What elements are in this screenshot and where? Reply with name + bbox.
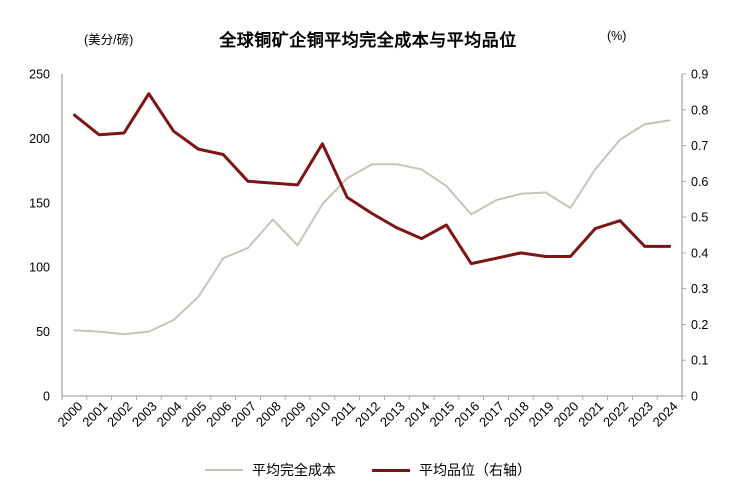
x-axis-tick-label: 2022	[600, 399, 631, 430]
x-axis-tick-label: 2004	[154, 399, 185, 430]
right-axis-tick-label: 0.3	[691, 282, 708, 296]
x-axis-tick-label: 2021	[575, 399, 606, 430]
right-axis-unit-label: (%)	[607, 29, 627, 43]
right-axis-tick-label: 0.8	[691, 103, 708, 117]
right-axis-tick-label: 0.6	[691, 175, 708, 189]
x-axis-tick-label: 2000	[54, 399, 85, 430]
left-axis-tick-label: 50	[36, 325, 50, 339]
x-axis-tick-label: 2024	[650, 399, 681, 430]
legend: 平均完全成本 平均品位（右轴）	[0, 460, 736, 480]
x-axis-tick-label: 2006	[203, 399, 234, 430]
x-axis-tick-label: 2016	[451, 399, 482, 430]
left-axis-tick-label: 200	[29, 132, 50, 146]
left-axis-tick-label: 0	[43, 390, 50, 404]
left-axis-tick-label: 150	[29, 196, 50, 210]
left-axis-tick-label: 250	[29, 68, 50, 82]
x-axis-tick-label: 2007	[228, 399, 259, 430]
left-axis-unit-label: (美分/磅)	[84, 33, 134, 47]
right-axis-tick-label: 0.1	[691, 354, 708, 368]
right-axis-tick-label: 0.2	[691, 318, 708, 332]
x-axis-tick-label: 2001	[79, 399, 110, 430]
x-axis-tick-label: 2002	[104, 399, 135, 430]
x-axis-tick-label: 2020	[550, 399, 581, 430]
x-axis-tick-label: 2010	[302, 399, 333, 430]
legend-item-cost: 平均完全成本	[205, 460, 336, 480]
legend-label-cost: 平均完全成本	[252, 462, 336, 478]
right-axis-tick-label: 0	[691, 390, 698, 404]
x-axis-tick-label: 2003	[129, 399, 160, 430]
left-axis-tick-label: 100	[29, 261, 50, 275]
x-axis-tick-label: 2019	[526, 399, 557, 430]
x-axis-tick-label: 2008	[253, 399, 284, 430]
x-axis-tick-label: 2009	[278, 399, 309, 430]
right-axis-tick-label: 0.4	[691, 246, 708, 260]
x-axis-tick-label: 2013	[377, 399, 408, 430]
cost-line-swatch	[205, 469, 243, 471]
x-axis-tick-label: 2015	[426, 399, 457, 430]
grade-line	[72, 92, 672, 266]
right-axis-tick-label: 0.9	[691, 68, 708, 82]
right-axis-tick-label: 0.7	[691, 139, 708, 153]
right-axis-tick-label: 0.5	[691, 211, 708, 225]
grade-line-swatch	[372, 468, 410, 472]
x-axis-tick-label: 2023	[625, 399, 656, 430]
x-axis-tick-label: 2005	[178, 399, 209, 430]
x-axis-tick-label: 2011	[328, 399, 358, 429]
x-axis-tick-label: 2018	[501, 399, 532, 430]
x-axis-tick-label: 2012	[352, 399, 383, 430]
cost-line	[73, 119, 671, 336]
legend-item-grade: 平均品位（右轴）	[372, 460, 531, 480]
x-axis-tick-label: 2017	[476, 399, 507, 430]
legend-label-grade: 平均品位（右轴）	[419, 462, 531, 478]
x-axis-tick-label: 2014	[402, 399, 433, 430]
chart-title: 全球铜矿企铜平均完全成本与平均品位	[219, 31, 517, 50]
